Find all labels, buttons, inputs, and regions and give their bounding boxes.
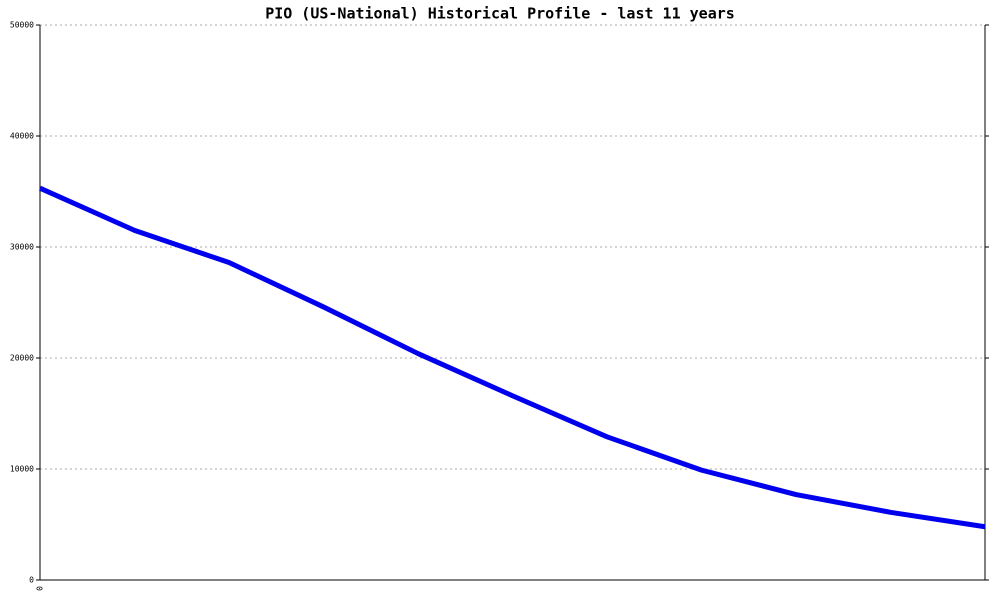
y-tick-label: 40000 (10, 132, 34, 141)
data-line (38, 185, 986, 530)
y-tick-label: 50000 (10, 21, 34, 30)
chart-title: PIO (US-National) Historical Profile - l… (265, 5, 735, 23)
y-tick-label: 0 (29, 576, 34, 585)
y-tick-label: 10000 (10, 465, 34, 474)
x-tick-label: 0 (36, 586, 45, 591)
y-tick-label: 30000 (10, 243, 34, 252)
y-tick-label: 20000 (10, 354, 34, 363)
